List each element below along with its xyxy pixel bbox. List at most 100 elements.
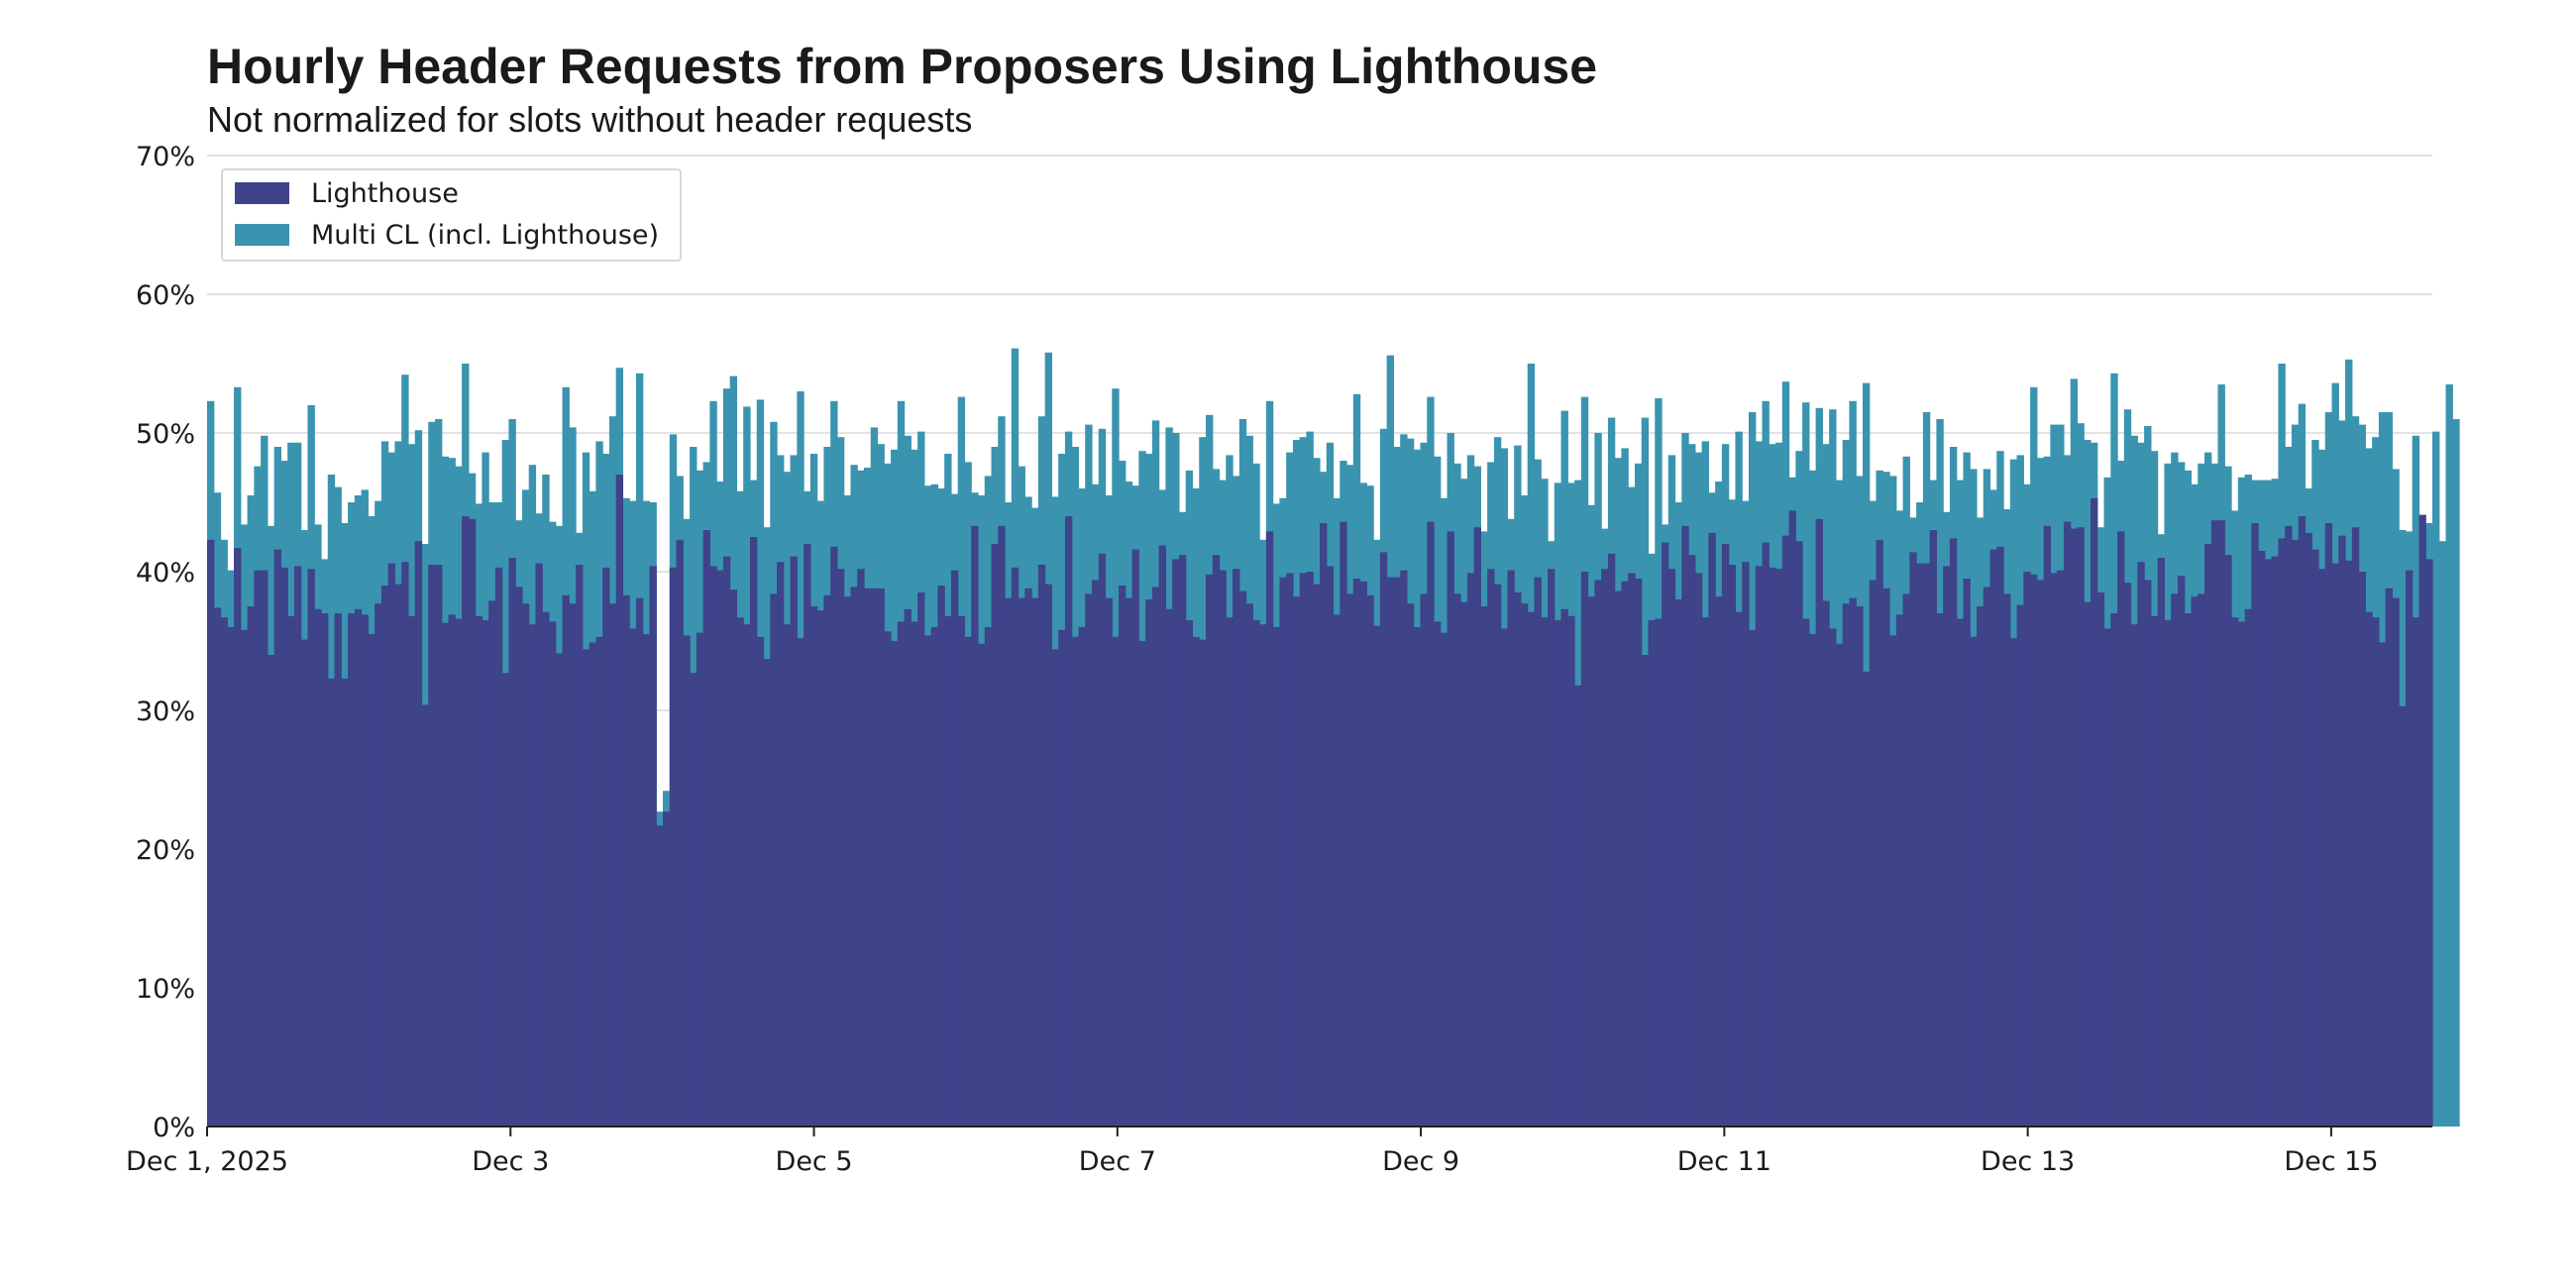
bar-lighthouse (1574, 685, 1582, 1127)
bar-lighthouse (488, 600, 496, 1127)
bar-lighthouse (911, 621, 918, 1127)
bar-lighthouse (1970, 636, 1978, 1127)
bar-lighthouse (2150, 615, 2159, 1127)
bar-lighthouse (2144, 580, 2152, 1127)
bar-lighthouse (1434, 621, 1442, 1127)
bar-lighthouse (1762, 542, 1770, 1127)
bar-lighthouse (1413, 627, 1422, 1127)
bar-lighthouse (407, 615, 416, 1127)
bar-lighthouse (797, 638, 805, 1127)
bar-lighthouse (2117, 531, 2125, 1127)
bar-lighthouse (998, 525, 1006, 1127)
bar-lighthouse (622, 594, 630, 1127)
bar-lighthouse (501, 673, 510, 1127)
bar-lighthouse (1775, 569, 1783, 1127)
bar-lighthouse (2036, 580, 2045, 1127)
bar-lighthouse (1024, 588, 1032, 1127)
bar-lighthouse (2198, 593, 2205, 1127)
bar-lighthouse (267, 655, 275, 1127)
bar-lighthouse (1655, 618, 1663, 1127)
bar-lighthouse (1520, 603, 1529, 1127)
bar-lighthouse (635, 597, 644, 1127)
bar-lighthouse (1386, 577, 1395, 1127)
bar-lighthouse (1849, 597, 1857, 1127)
bar-lighthouse (642, 634, 651, 1127)
bar-lighthouse (1634, 579, 1643, 1127)
bar-lighthouse (1916, 563, 1924, 1127)
bar-lighthouse (1172, 559, 1180, 1127)
bar-lighthouse (1929, 530, 1937, 1127)
bar-lighthouse (508, 558, 516, 1127)
bar-lighthouse (1205, 574, 1214, 1127)
bar-lighthouse (756, 636, 765, 1127)
bar-lighthouse (2050, 573, 2058, 1127)
bar-lighthouse (1527, 611, 1536, 1127)
bar-lighthouse (857, 569, 865, 1127)
bar-lighthouse (1554, 620, 1562, 1127)
bar-lighthouse (2305, 532, 2312, 1127)
bar-lighthouse (1286, 573, 1294, 1127)
bar-lighthouse (991, 544, 999, 1127)
bar-lighthouse (1145, 599, 1153, 1127)
bar-lighthouse (1788, 510, 1796, 1127)
bar-lighthouse (1199, 639, 1207, 1127)
bar-lighthouse (414, 541, 423, 1127)
bar-lighthouse (1219, 570, 1227, 1127)
bar-lighthouse (1352, 579, 1361, 1127)
bar-lighthouse (1192, 636, 1200, 1127)
bar-lighthouse (387, 563, 396, 1127)
bar-lighthouse (1313, 584, 1321, 1127)
bar-lighthouse (2285, 525, 2293, 1127)
bar-lighthouse (1983, 587, 1991, 1127)
bar-lighthouse (576, 565, 584, 1127)
bar-lighthouse (1514, 592, 1522, 1127)
bar-lighthouse (2157, 558, 2165, 1127)
bar-lighthouse (1112, 636, 1120, 1127)
bar-lighthouse (207, 539, 215, 1127)
bar-lighthouse (830, 546, 838, 1127)
bar-lighthouse (1252, 620, 1260, 1127)
bar-lighthouse (321, 613, 329, 1127)
bar-lighthouse (2358, 572, 2366, 1127)
bar-lighthouse (2137, 562, 2145, 1127)
bar-lighthouse (1131, 549, 1139, 1127)
bar-lighthouse (1259, 624, 1267, 1127)
bar-lighthouse (521, 603, 530, 1127)
bar-lighthouse (1815, 518, 1823, 1127)
bar-lighthouse (1560, 608, 1568, 1127)
bar-lighthouse (1473, 527, 1481, 1127)
bar-lighthouse (2003, 593, 2011, 1127)
bar-lighthouse (2365, 611, 2373, 1127)
bar-lighthouse (468, 518, 477, 1127)
bar-lighthouse (1158, 545, 1167, 1127)
bar-lighthouse (2090, 497, 2098, 1127)
bar-lighthouse (2231, 617, 2239, 1127)
bar-lighthouse (247, 606, 255, 1127)
bar-lighthouse (1976, 606, 1985, 1127)
bar-lighthouse (1005, 597, 1013, 1127)
bar-lighthouse (702, 530, 710, 1127)
bar-lighthouse (1889, 635, 1897, 1127)
bar-lighthouse (1943, 566, 1951, 1127)
bar-lighthouse (220, 617, 228, 1127)
bar-lighthouse (348, 613, 356, 1127)
bar-lighthouse (2264, 559, 2273, 1127)
bar-lighthouse (435, 565, 443, 1127)
bar-lighthouse (2110, 613, 2118, 1127)
bar-lighthouse (368, 634, 376, 1127)
bar-lighthouse (1185, 620, 1194, 1127)
bar-lighthouse (1715, 596, 1723, 1127)
bar-lighthouse (2084, 601, 2092, 1127)
x-tick-label: Dec 7 (1079, 1146, 1156, 1177)
bar-lighthouse (380, 586, 389, 1127)
bar-lighthouse (475, 615, 483, 1127)
bar-lighthouse (2338, 535, 2346, 1127)
bar-lighthouse (722, 556, 731, 1127)
x-tick-label: Dec 3 (472, 1146, 549, 1177)
bar-multi-cl (2452, 419, 2460, 1127)
bar-lighthouse (2298, 516, 2307, 1127)
bar-lighthouse (2130, 624, 2138, 1127)
bar-lighthouse (1299, 573, 1308, 1127)
bar-lighthouse (884, 631, 892, 1127)
bar-lighthouse (2164, 620, 2172, 1127)
